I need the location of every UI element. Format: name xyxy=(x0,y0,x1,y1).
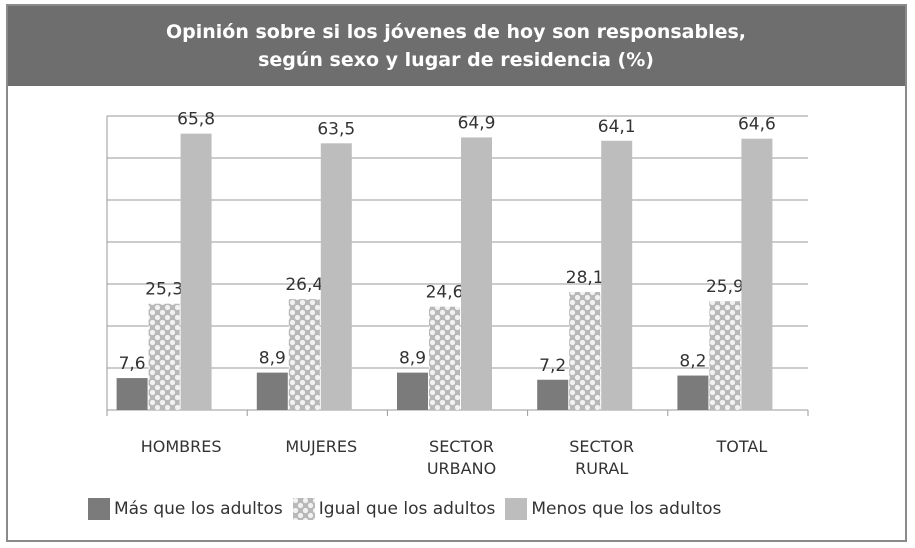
value-label: 64,1 xyxy=(598,117,636,137)
value-label: 8,2 xyxy=(679,352,706,372)
x-tick-label: TOTAL xyxy=(716,437,768,456)
value-label: 7,6 xyxy=(119,354,146,374)
bar xyxy=(709,301,741,410)
chart-title: Opinión sobre si los jóvenes de hoy son … xyxy=(165,21,747,71)
value-label: 8,9 xyxy=(399,349,426,369)
legend-swatch xyxy=(505,498,528,520)
value-label: 65,8 xyxy=(177,110,215,130)
legend-swatch xyxy=(88,498,110,520)
legend-label: Más que los adultos xyxy=(114,499,283,519)
bar xyxy=(148,303,180,410)
bar xyxy=(320,143,352,411)
legend-item: Igual que los adultos xyxy=(292,498,496,520)
value-label: 8,9 xyxy=(259,349,286,369)
bar xyxy=(569,291,601,410)
bar xyxy=(601,140,633,410)
value-label: 64,9 xyxy=(458,113,496,133)
value-label: 24,6 xyxy=(426,283,464,303)
legend: Más que los adultos Igual que los adultos… xyxy=(88,498,731,520)
bar xyxy=(461,137,492,411)
value-label: 7,2 xyxy=(539,356,566,376)
value-label: 25,3 xyxy=(145,280,183,300)
bar xyxy=(537,379,569,410)
value-label: 63,5 xyxy=(317,119,355,139)
value-label: 25,9 xyxy=(706,277,744,297)
x-tick-label: SECTOR RURAL xyxy=(569,437,635,478)
legend-label: Igual que los adultos xyxy=(318,499,496,519)
bar xyxy=(180,133,212,410)
legend-swatch-fill xyxy=(88,498,110,520)
legend-swatch-fill xyxy=(505,498,528,520)
legend-swatch-fill xyxy=(292,498,315,520)
x-tick-label: MUJERES xyxy=(285,437,358,456)
bar xyxy=(256,372,288,410)
value-label: 26,4 xyxy=(285,275,323,295)
value-label: 64,6 xyxy=(738,115,776,135)
bar xyxy=(116,378,148,410)
bar xyxy=(677,375,709,410)
bar xyxy=(288,299,320,410)
title-bar: Opinión sobre si los jóvenes de hoy son … xyxy=(8,6,905,86)
bar xyxy=(741,138,773,410)
x-tick-label: SECTOR URBANO xyxy=(426,437,497,478)
legend-label: Menos que los adultos xyxy=(531,499,722,519)
value-label: 28,1 xyxy=(566,268,604,288)
x-tick-label: HOMBRES xyxy=(140,437,222,456)
legend-item: Menos que los adultos xyxy=(505,498,721,520)
bar xyxy=(397,372,428,410)
legend-swatch xyxy=(292,498,315,520)
legend-item: Más que los adultos xyxy=(88,498,283,520)
bar xyxy=(429,306,460,410)
